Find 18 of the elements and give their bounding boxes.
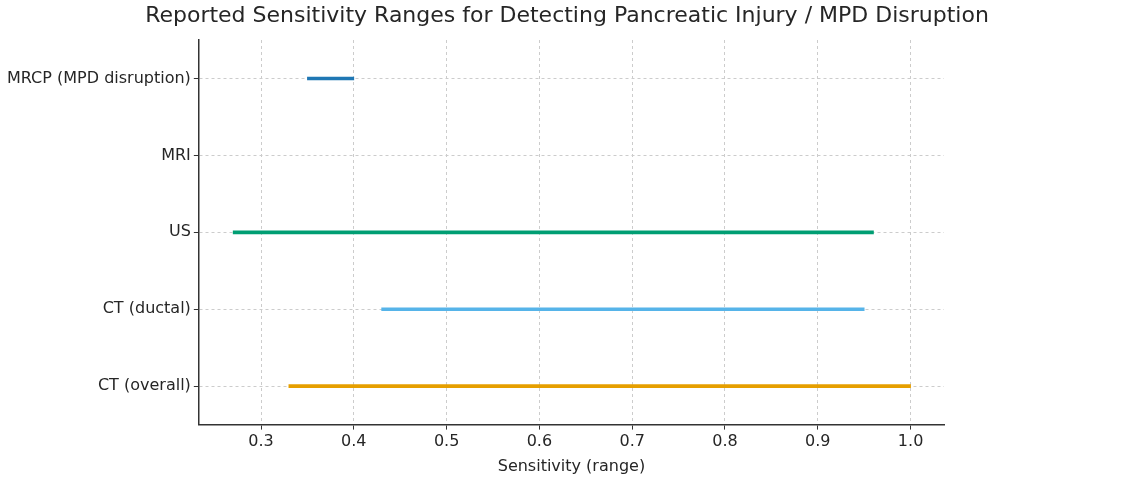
- x-axis-title: Sensitivity (range): [497, 455, 646, 475]
- y-tick-label: MRCP (MPD disruption): [6, 67, 191, 87]
- x-tick-label: 0.8: [712, 431, 738, 451]
- y-tick-label: US: [168, 221, 191, 241]
- x-tick-label: 0.6: [526, 431, 553, 451]
- bar: [381, 307, 865, 312]
- x-tick-label: 1.0: [897, 431, 924, 451]
- y-tick-label: CT (ductal): [102, 298, 191, 318]
- x-tick-label: 0.9: [805, 431, 831, 451]
- y-tick-label: MRI: [161, 144, 191, 164]
- bar: [288, 384, 911, 388]
- chart-title: Reported Sensitivity Ranges for Detecting Pancreatic Injury / MPD Disruption: [144, 2, 990, 27]
- x-tick-label: 0.5: [433, 431, 460, 451]
- x-tick-label: 0.7: [619, 431, 645, 451]
- x-tick-label: 0.3: [248, 431, 274, 451]
- bar: [232, 230, 874, 235]
- x-tick-label: 0.4: [341, 431, 367, 451]
- y-tick-label: CT (overall): [97, 375, 191, 395]
